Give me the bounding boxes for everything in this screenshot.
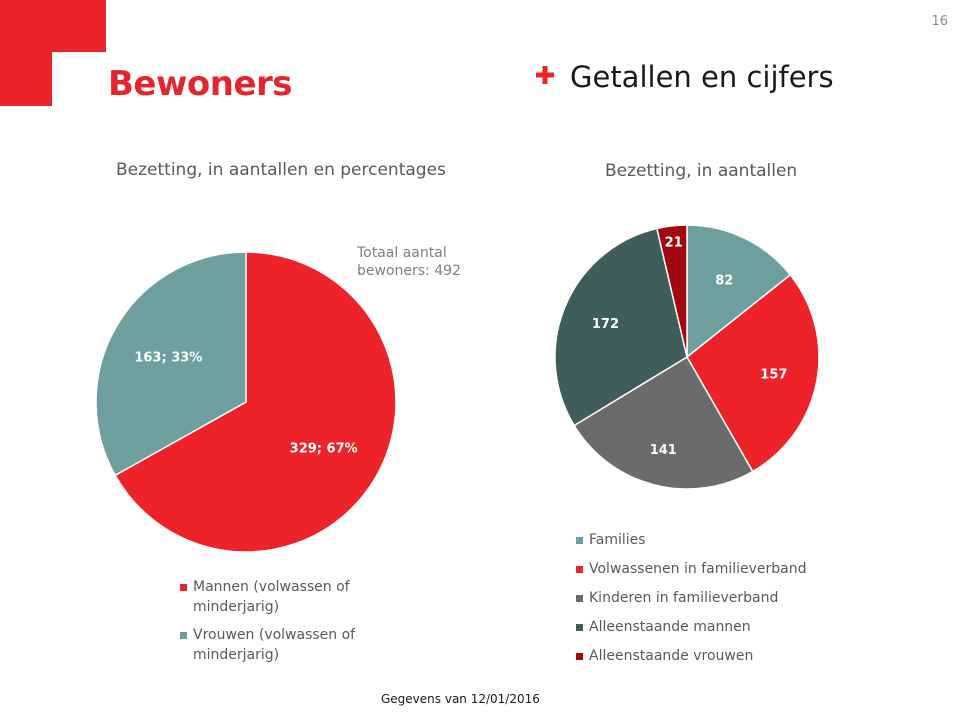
chart-1-title: Bezetting, in aantallen en percentages xyxy=(116,160,446,180)
pie2-legend-label: Kinderen in familieverband xyxy=(589,590,779,606)
pie2-legend-label: Alleenstaande vrouwen xyxy=(589,648,754,664)
pie2-legend-label: Families xyxy=(589,532,646,548)
pie2-slice-3 xyxy=(554,227,688,427)
chart-1-legend: Mannen (volwassen of minderjarig) Vrouwen… xyxy=(180,577,380,673)
pie2-data-label-4: 21 xyxy=(665,236,683,251)
corner-block-left xyxy=(0,52,52,106)
pie1-slice-0 xyxy=(114,251,397,553)
pie2-legend-item: Kinderen in familieverband xyxy=(576,588,836,608)
pie2-legend-swatch xyxy=(576,537,583,544)
pie2-legend-label: Volwassenen in familieverband xyxy=(589,561,807,577)
pie1-slice-1 xyxy=(95,251,247,477)
pie2-legend-item: Alleenstaande mannen xyxy=(576,617,836,637)
pie1-legend-item: Mannen (volwassen of minderjarig) xyxy=(180,577,380,617)
pie1-legend-swatch xyxy=(180,584,187,591)
red-cross-icon xyxy=(536,66,554,84)
pie2-data-label-0: 82 xyxy=(715,274,733,289)
page-title: Bewoners xyxy=(108,64,293,104)
total-annotation: Totaal aantal bewoners: 492 xyxy=(357,245,461,279)
pie2-data-label-1: 157 xyxy=(760,368,787,383)
pie1-data-label-1: 163; 33% xyxy=(134,351,202,366)
pie2-legend-swatch xyxy=(576,653,583,660)
pie2-slice-4 xyxy=(655,224,688,358)
section-title: Getallen en cijfers xyxy=(570,60,834,94)
pie2-legend-item: Families xyxy=(576,530,836,550)
corner-block-top xyxy=(0,0,106,52)
pie2-legend-item: Alleenstaande vrouwen xyxy=(576,646,836,666)
page-number: 16 xyxy=(931,14,948,29)
pie2-slice-0 xyxy=(686,224,792,359)
chart-2-legend: Families Volwassenen in familieverband Kin… xyxy=(576,530,836,675)
pie2-data-label-2: 141 xyxy=(650,443,677,458)
pie2-data-label-3: 172 xyxy=(592,317,619,332)
pie2-legend-label: Alleenstaande mannen xyxy=(589,619,751,635)
data-date-note: Gegevens van 12/01/2016 xyxy=(381,692,540,706)
chart-2-title: Bezetting, in aantallen xyxy=(605,161,798,181)
pie2-slice-2 xyxy=(573,355,754,490)
pie2-legend-swatch xyxy=(576,566,583,573)
pie2-slice-1 xyxy=(686,273,820,473)
pie1-legend-swatch xyxy=(180,632,187,639)
pie1-data-label-0: 329; 67% xyxy=(290,442,358,457)
pie1-legend-label: Mannen (volwassen of minderjarig) xyxy=(193,579,350,615)
pie2-legend-item: Volwassenen in familieverband xyxy=(576,559,836,579)
pie2-legend-swatch xyxy=(576,624,583,631)
pie2-legend-swatch xyxy=(576,595,583,602)
pie1-legend-item: Vrouwen (volwassen of minderjarig) xyxy=(180,625,380,665)
pie1-legend-label: Vrouwen (volwassen of minderjarig) xyxy=(193,627,356,663)
